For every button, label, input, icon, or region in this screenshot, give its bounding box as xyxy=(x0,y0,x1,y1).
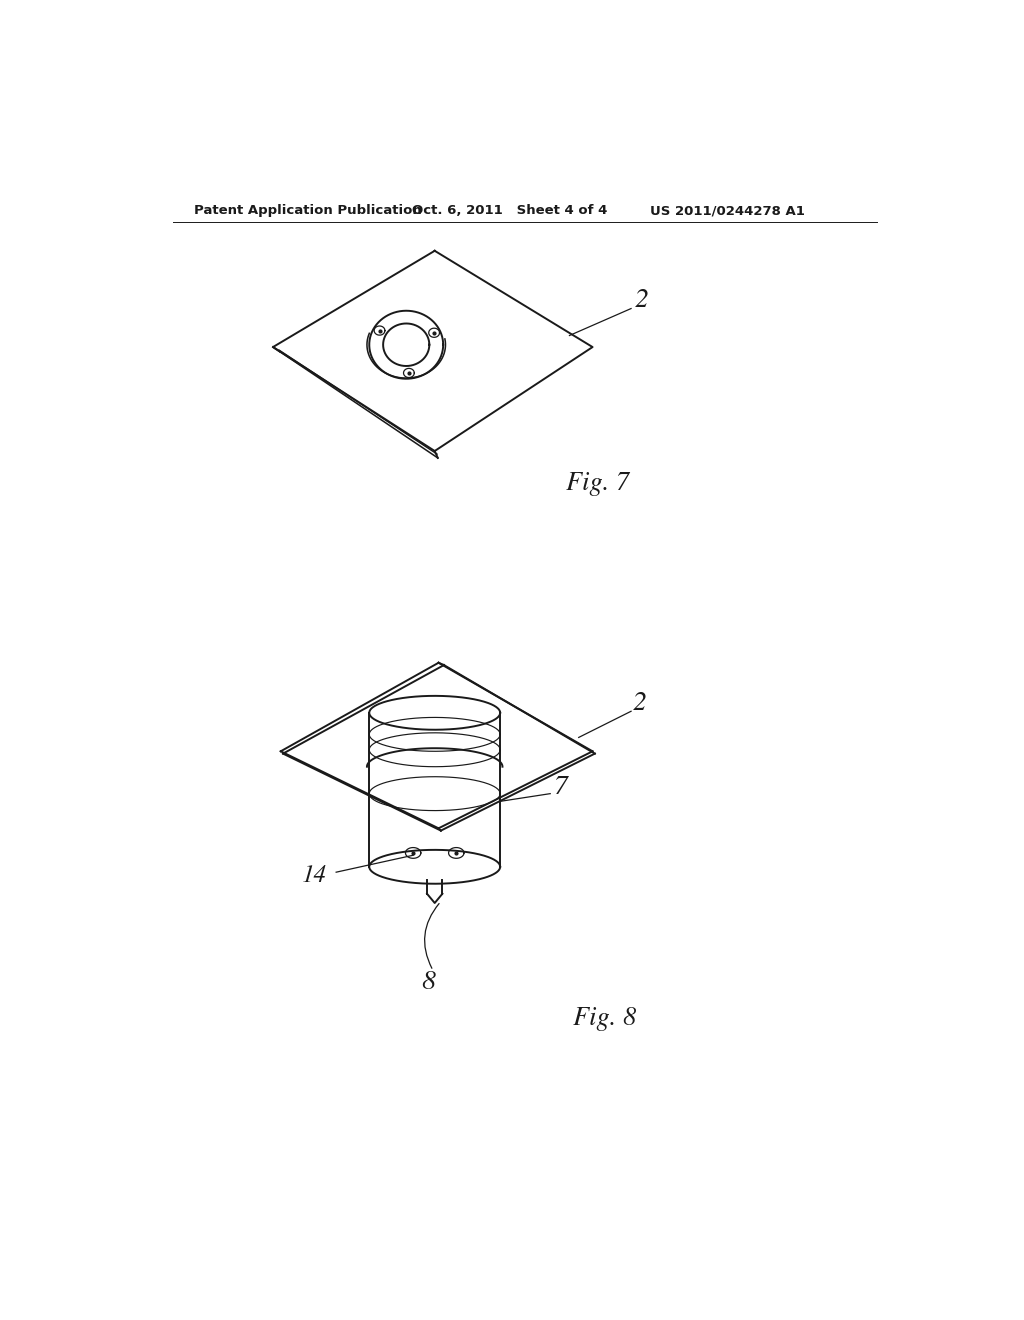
Text: 2: 2 xyxy=(635,289,649,313)
Text: Fig. 7: Fig. 7 xyxy=(565,471,629,495)
Text: 8: 8 xyxy=(422,970,435,995)
Text: 2: 2 xyxy=(633,692,646,715)
Text: US 2011/0244278 A1: US 2011/0244278 A1 xyxy=(650,205,805,218)
Text: 14: 14 xyxy=(301,865,327,887)
Text: Fig. 8: Fig. 8 xyxy=(573,1006,637,1031)
Text: Patent Application Publication: Patent Application Publication xyxy=(194,205,422,218)
Text: 7: 7 xyxy=(554,775,568,800)
Text: Oct. 6, 2011   Sheet 4 of 4: Oct. 6, 2011 Sheet 4 of 4 xyxy=(412,205,607,218)
